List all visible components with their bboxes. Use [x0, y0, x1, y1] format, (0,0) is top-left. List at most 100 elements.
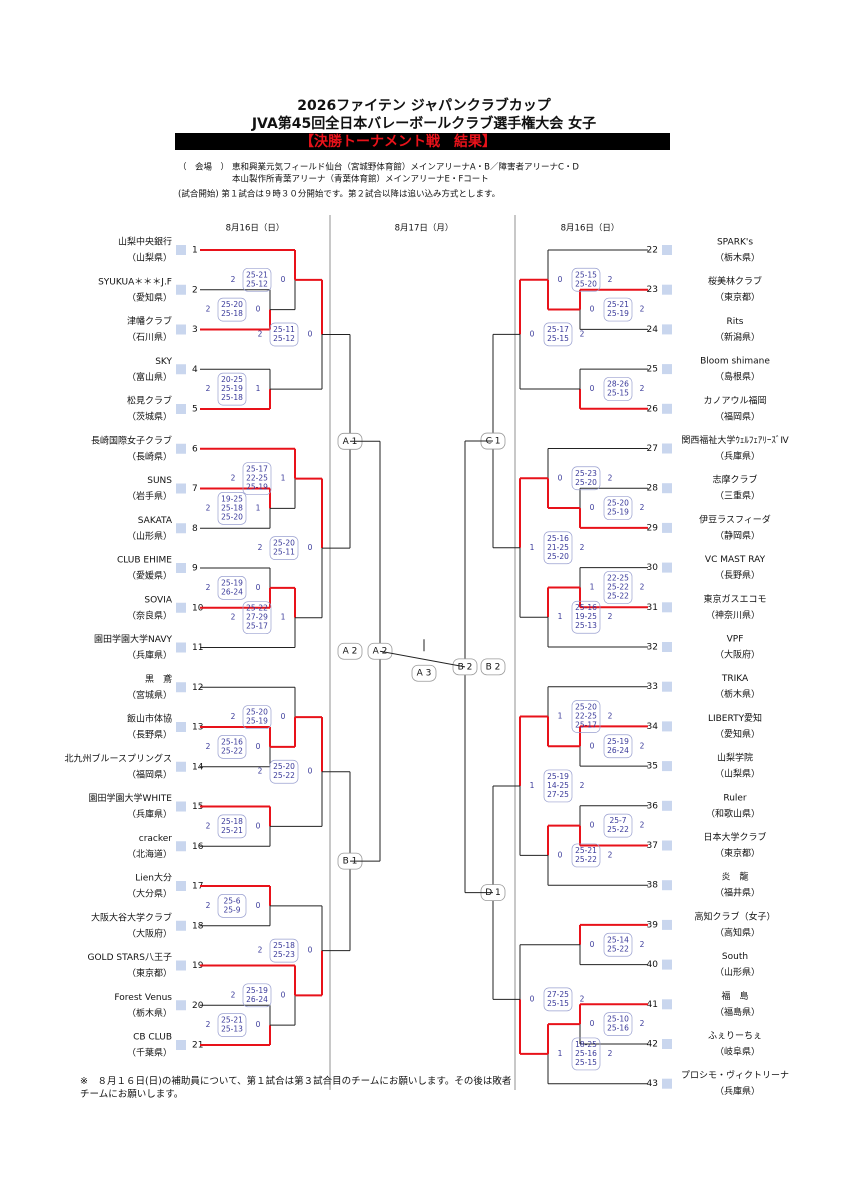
set-score: 25-16	[607, 1024, 629, 1033]
team-no: 31	[647, 603, 658, 613]
seat-box	[176, 1000, 186, 1011]
team-pref: （東京都）	[127, 967, 172, 979]
score-sets-lost: 0	[308, 329, 313, 338]
team-no: 42	[647, 1040, 658, 1050]
score-box	[603, 377, 633, 401]
score-sets-won: 2	[640, 821, 645, 830]
seat-box	[176, 761, 186, 772]
set-score: 25-19	[607, 737, 629, 746]
team-pref: （福井県）	[715, 887, 760, 899]
team-no: 2	[192, 285, 198, 295]
slot-label: B 2	[458, 662, 473, 672]
team-no: 28	[647, 484, 659, 494]
set-score: 20-25	[221, 375, 243, 384]
score-sets-won: 2	[640, 582, 645, 591]
seat-box	[176, 881, 186, 891]
set-score: 25-20	[273, 762, 295, 771]
team-pref: （島根県）	[715, 371, 760, 383]
score-box	[242, 267, 272, 292]
score-sets-lost: 0	[590, 305, 595, 314]
set-score: 25-20	[575, 702, 597, 711]
score-sets-won: 2	[580, 329, 585, 338]
team-pref: （大分県）	[127, 888, 172, 900]
score-sets-lost: 0	[590, 384, 595, 393]
seat-box	[662, 284, 672, 295]
set-score: 26-24	[221, 587, 243, 596]
team-pref: （山梨県）	[715, 768, 760, 780]
team-pref: （福岡県）	[127, 768, 172, 780]
team-name: 志摩クラブ	[712, 474, 757, 486]
score-box	[217, 576, 247, 600]
set-score: 25-20	[221, 512, 243, 521]
team-pref: （山形県）	[715, 966, 760, 978]
set-score: 25-22	[273, 771, 295, 780]
score-sets-lost: 0	[590, 940, 595, 949]
seat-box	[176, 1040, 186, 1050]
seat-box	[662, 880, 672, 891]
score-sets-won: 2	[258, 329, 263, 338]
score-sets-won: 2	[640, 384, 645, 393]
team-name: カノアウル福岡	[703, 394, 766, 406]
seat-box	[176, 523, 186, 534]
team-pref: （兵庫県）	[127, 808, 172, 820]
team-no: 33	[647, 682, 658, 692]
score-box	[217, 735, 247, 759]
set-score: 25-16	[575, 1049, 597, 1058]
score-box	[217, 1013, 247, 1037]
score-sets-won: 2	[640, 305, 645, 314]
score-sets-won: 2	[231, 613, 236, 622]
team-pref: （福島県）	[715, 1006, 760, 1018]
team-name: VPF	[727, 635, 744, 645]
team-pref: （高知県）	[715, 926, 760, 938]
team-name: 高知クラブ（女子）	[694, 910, 775, 922]
seat-box	[662, 800, 672, 811]
team-pref: （長野県）	[127, 730, 172, 741]
team-pref: （山梨県）	[127, 252, 172, 264]
team-no: 41	[647, 1000, 658, 1010]
team-no: 37	[647, 841, 658, 851]
set-score: 25-15	[575, 1058, 597, 1067]
team-name: GOLD STARS八王子	[88, 952, 173, 963]
score-sets-lost: 1	[530, 543, 535, 552]
team-no: 8	[192, 524, 198, 534]
set-score: 25-15	[607, 388, 629, 397]
seat-box	[662, 721, 672, 732]
team-name: 園田学園大学NAVY	[94, 633, 172, 645]
team-name: SYUKUA＊＊＊J.F	[98, 277, 172, 287]
score-sets-won: 2	[258, 767, 263, 776]
team-no: 36	[647, 801, 659, 811]
team-no: 26	[647, 404, 659, 414]
set-score: 25-19	[246, 717, 268, 726]
team-no: 15	[192, 802, 203, 812]
team-no: 38	[647, 881, 659, 891]
team-name: SPARK's	[717, 238, 753, 248]
score-box	[603, 496, 633, 520]
seat-box	[176, 443, 186, 454]
seat-box	[176, 324, 186, 335]
team-pref: （愛知県）	[715, 728, 760, 740]
set-score: 25-11	[273, 548, 295, 557]
team-pref: （新潟県）	[715, 331, 760, 343]
seat-box	[662, 245, 672, 255]
score-box	[603, 813, 633, 838]
set-score: 25-20	[246, 708, 268, 717]
team-pref: （大阪府）	[715, 649, 760, 661]
score-box	[571, 267, 601, 292]
team-no: 17	[192, 882, 203, 892]
slot-label: A 2	[343, 647, 358, 657]
seat-box	[662, 919, 672, 930]
team-name: 東京ガスエコモ	[703, 593, 766, 605]
seat-box	[662, 840, 672, 851]
team-pref: （千葉県）	[127, 1047, 172, 1059]
set-score: 25-18	[221, 817, 243, 826]
team-name: プロシモ・ヴィクトリーナ	[681, 1069, 789, 1081]
set-score: 25-19	[607, 309, 629, 318]
seat-box	[662, 403, 672, 414]
score-box	[571, 843, 601, 868]
set-score: 25-15	[547, 334, 569, 343]
set-score: 25-12	[273, 334, 295, 343]
score-sets-won: 2	[640, 503, 645, 512]
team-name: 黒 鳶	[145, 673, 172, 685]
seat-box	[662, 324, 672, 335]
score-box	[217, 814, 247, 839]
